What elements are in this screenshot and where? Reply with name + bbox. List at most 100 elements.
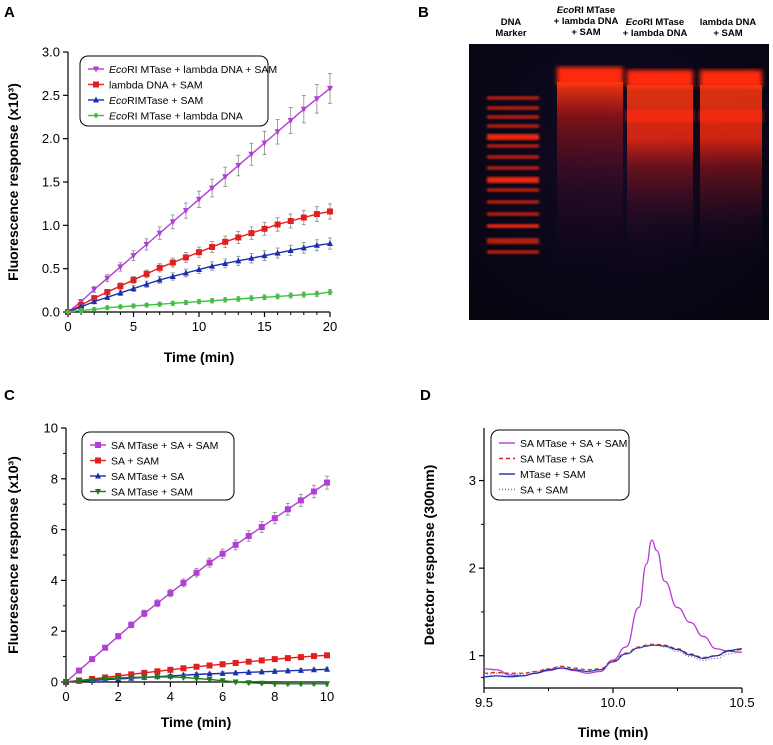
- series-line: [483, 643, 743, 674]
- data-point: [310, 666, 317, 673]
- ladder-band: [487, 224, 539, 228]
- x-axis-label: Time (min): [578, 724, 649, 740]
- data-point: [245, 680, 252, 687]
- data-point: [102, 644, 109, 651]
- legend-box: [81, 431, 235, 501]
- data-point: [327, 240, 333, 247]
- data-point: [206, 670, 213, 677]
- chart-a: 0 5 10 15 20 0.0 0.5 1.0 1.5 2.0 2.5 3.0 Time (min) F…: [5, 45, 337, 366]
- x-tick-label: 2: [115, 689, 122, 704]
- x-tick-label: 20: [323, 319, 337, 334]
- data-point: [274, 221, 281, 228]
- data-point: [196, 249, 202, 256]
- data-point: [219, 661, 226, 668]
- data-point: [324, 665, 330, 672]
- data-point: [182, 299, 189, 306]
- chart-c: 0 2 4 6 8 10 0 2 4 6 8 10 Time (min) Fluorescence res…: [5, 421, 334, 731]
- x-tick-label: 10.5: [729, 695, 754, 710]
- data-point: [128, 674, 135, 681]
- data-point: [274, 293, 281, 300]
- data-point: [245, 532, 252, 539]
- data-point: [327, 289, 333, 296]
- legend-label: SA MTase + SA + SAM: [520, 438, 627, 450]
- data-point: [117, 283, 124, 289]
- data-point: [91, 306, 98, 313]
- y-tick-label: 1: [469, 648, 476, 663]
- data-point: [219, 550, 226, 557]
- gel-lane-header: EcoRI MTase: [557, 5, 615, 16]
- x-tick-label: 4: [167, 689, 174, 704]
- data-point: [209, 297, 216, 304]
- y-tick-label: 2: [469, 561, 476, 576]
- data-point: [141, 669, 148, 676]
- y-tick-label: 0: [51, 675, 58, 690]
- data-point: [169, 219, 176, 226]
- panel-letter-a: A: [4, 4, 15, 21]
- data-point: [287, 218, 294, 224]
- legend-label: lambda DNA + SAM: [109, 80, 203, 92]
- data-point: [245, 668, 252, 675]
- lane-2-top-band: [557, 67, 623, 85]
- data-point: [76, 678, 83, 685]
- legend-label: SA + SAM: [520, 485, 568, 497]
- ladder-band: [487, 115, 539, 119]
- data-point: [271, 667, 278, 674]
- gel-lane-header-rest: RI MTase: [643, 17, 684, 28]
- gel-lane-header-rest: RI MTase: [574, 5, 615, 16]
- data-point: [232, 541, 239, 548]
- data-point: [297, 681, 304, 688]
- data-point: [258, 657, 265, 664]
- data-point: [232, 679, 239, 686]
- legend-box: [79, 55, 269, 127]
- data-point: [91, 298, 98, 305]
- x-axis-label: Time (min): [161, 714, 232, 730]
- data-point: [271, 515, 278, 522]
- y-tick-label: 2.0: [42, 131, 60, 146]
- y-axis-label: Fluorescence response (x10³): [5, 83, 21, 281]
- y-tick-label: 3: [469, 473, 476, 488]
- data-point: [169, 259, 176, 266]
- legend-marker: [93, 96, 99, 103]
- data-point: [130, 253, 137, 260]
- data-point: [143, 241, 150, 248]
- data-point: [76, 667, 83, 674]
- gel-lane-header: Marker: [495, 28, 526, 39]
- legend-box: [490, 429, 630, 501]
- data-point: [182, 254, 189, 261]
- ladder-band: [487, 177, 539, 183]
- y-tick-label: 6: [51, 522, 58, 537]
- data-point: [182, 269, 189, 276]
- data-point: [206, 662, 213, 669]
- data-point: [143, 302, 150, 309]
- legend-marker: [95, 442, 101, 448]
- data-point: [193, 663, 200, 670]
- data-point: [104, 293, 111, 300]
- data-point: [327, 85, 333, 92]
- data-point: [196, 266, 202, 273]
- x-tick-label: 10.0: [600, 695, 625, 710]
- data-point: [222, 296, 229, 303]
- legend-label: SA + SAM: [111, 456, 159, 468]
- data-point: [65, 309, 71, 315]
- data-point: [248, 254, 255, 261]
- data-point: [297, 654, 304, 661]
- y-tick-label: 4: [51, 573, 58, 588]
- data-point: [180, 665, 187, 672]
- data-point: [117, 289, 124, 296]
- data-point: [248, 151, 255, 158]
- data-point: [104, 275, 111, 282]
- ladder-band: [487, 200, 539, 204]
- data-point: [206, 676, 213, 683]
- data-point: [167, 590, 174, 597]
- legend-label-rest: RI MTase + lambda DNA + SAM: [127, 64, 277, 76]
- lane-3-band: [627, 110, 693, 122]
- data-point: [91, 286, 98, 293]
- series-line: [483, 644, 743, 678]
- data-point: [219, 669, 226, 676]
- data-point: [143, 280, 150, 287]
- legend-marker: [93, 81, 99, 88]
- data-point: [235, 257, 242, 264]
- data-point: [180, 579, 187, 586]
